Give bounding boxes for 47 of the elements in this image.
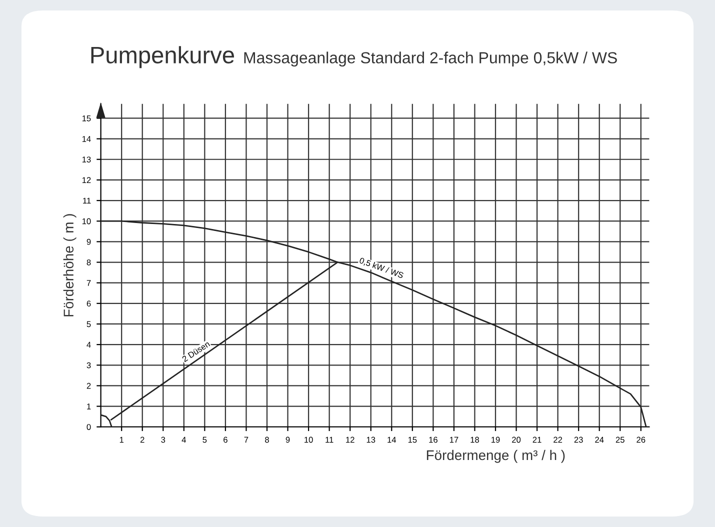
x-tick-label: 26	[636, 436, 646, 443]
x-tick-label: 11	[326, 436, 334, 443]
chart-subtitle: Massageanlage Standard 2-fach Pumpe 0,5kW / WS	[244, 52, 617, 67]
x-tick-label: 24	[595, 436, 604, 443]
y-tick-label: 15	[82, 116, 91, 122]
y-tick-label: 14	[82, 136, 91, 142]
y-tick-label: 4	[86, 342, 91, 348]
x-tick-label: 15	[408, 436, 417, 443]
y-tick-label: 1	[87, 404, 91, 410]
x-tick-label: 18	[470, 436, 479, 443]
y-tick-label: 12	[82, 177, 91, 183]
x-tick-label: 25	[616, 436, 624, 443]
y-tick-label: 2	[86, 382, 91, 389]
x-tick-label: 17	[450, 436, 458, 443]
x-tick-label: 16	[429, 436, 438, 443]
y-tick-label: 9	[86, 238, 91, 245]
y-axis-title: Förderhöhe ( m )	[63, 214, 76, 316]
x-tick-label: 1	[120, 436, 124, 443]
x-tick-label: 4	[182, 436, 186, 443]
x-tick-label: 21	[532, 436, 542, 443]
x-tick-label: 8	[265, 436, 269, 443]
y-tick-label: 10	[82, 218, 91, 224]
y-tick-label: 8	[86, 259, 91, 266]
x-tick-label: 2	[140, 436, 144, 443]
x-tick-label: 22	[554, 436, 562, 443]
y-tick-label: 6	[86, 300, 91, 307]
y-tick-label: 13	[82, 156, 91, 162]
x-tick-label: 12	[346, 436, 354, 443]
x-tick-label: 6	[224, 436, 228, 443]
x-axis-title: Fördermenge ( m³ / h )	[426, 450, 565, 463]
x-tick-label: 20	[512, 436, 521, 443]
annotation: 0,5 kW / WS	[358, 257, 404, 280]
x-tick-label: 9	[286, 436, 290, 443]
x-tick-label: 3	[161, 436, 166, 443]
x-tick-label: 5	[202, 436, 207, 443]
chart-title: Pumpenkurve	[91, 46, 234, 68]
x-tick-label: 19	[492, 436, 500, 443]
x-tick-label: 14	[388, 436, 396, 443]
x-tick-label: 23	[574, 436, 583, 443]
x-tick-label: 7	[244, 436, 248, 443]
y-tick-label: 5	[86, 321, 91, 328]
y-tick-label: 7	[86, 280, 91, 286]
y-tick-label: 0	[86, 424, 91, 430]
y-tick-label: 3	[86, 362, 91, 368]
x-tick-label: 13	[366, 436, 376, 443]
x-tick-label: 10	[304, 436, 313, 443]
y-tick-label: 11	[83, 198, 91, 204]
